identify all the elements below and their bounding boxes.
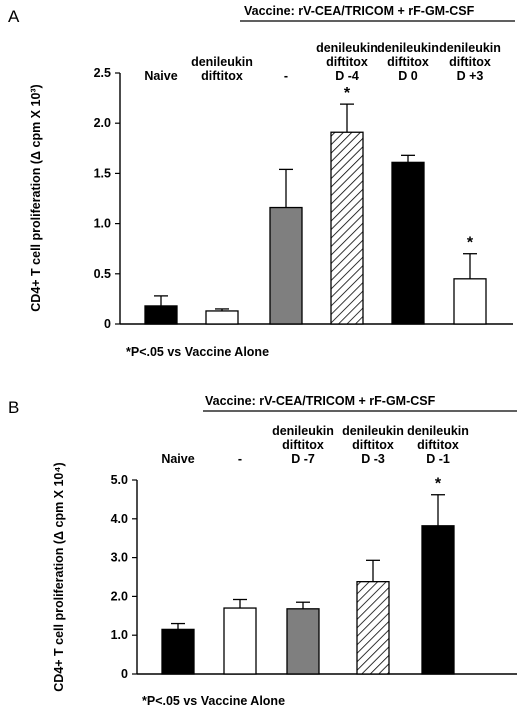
y-tick-label: 5.0 xyxy=(111,473,128,487)
y-tick-label: 1.5 xyxy=(94,166,111,180)
category-label: diftitox xyxy=(449,55,491,69)
y-tick-label: 2.5 xyxy=(94,66,111,80)
bar xyxy=(356,581,390,675)
bar xyxy=(391,161,425,325)
significance-star: * xyxy=(344,85,351,102)
y-tick-label: 0 xyxy=(104,317,111,331)
category-label: - xyxy=(238,452,242,466)
y-tick-label: 3.0 xyxy=(111,551,128,565)
y-tick-label: 0.5 xyxy=(94,267,111,281)
bar xyxy=(223,607,257,675)
category-label: D -3 xyxy=(361,452,385,466)
category-label: diftitox xyxy=(417,438,459,452)
footnote: *P<.05 vs Vaccine Alone xyxy=(142,694,285,708)
y-axis-label: CD4+ T cell proliferation (Δ cpm X 10³) xyxy=(29,84,43,311)
panel-label: A xyxy=(8,7,20,26)
y-axis-label: CD4+ T cell proliferation (Δ cpm X 10⁴) xyxy=(52,462,66,691)
category-label: D -4 xyxy=(335,69,359,83)
bar xyxy=(421,525,455,675)
y-tick-label: 2.0 xyxy=(94,116,111,130)
bar xyxy=(330,131,364,325)
category-label: denileukin xyxy=(191,55,253,69)
significance-star: * xyxy=(435,476,442,493)
category-label: denileukin xyxy=(377,41,439,55)
bar xyxy=(161,628,195,675)
significance-star: * xyxy=(467,235,474,252)
category-label: D +3 xyxy=(457,69,484,83)
category-label: diftitox xyxy=(201,69,243,83)
category-label: denileukin xyxy=(316,41,378,55)
category-label: Naive xyxy=(144,69,177,83)
category-label: denileukin xyxy=(439,41,501,55)
y-tick-label: 4.0 xyxy=(111,512,128,526)
bar xyxy=(269,206,303,325)
vaccine-header: Vaccine: rV-CEA/TRICOM + rF-GM-CSF xyxy=(205,394,436,408)
footnote: *P<.05 vs Vaccine Alone xyxy=(126,345,269,359)
category-label: denileukin xyxy=(272,424,334,438)
category-label: - xyxy=(284,69,288,83)
y-tick-label: 0 xyxy=(121,667,128,681)
y-tick-label: 2.0 xyxy=(111,589,128,603)
panel-b: B Vaccine: rV-CEA/TRICOM + rF-GM-CSF Naive… xyxy=(8,394,517,708)
vaccine-header: Vaccine: rV-CEA/TRICOM + rF-GM-CSF xyxy=(244,4,475,18)
category-label: denileukin xyxy=(407,424,469,438)
y-tick-label: 1.0 xyxy=(94,217,111,231)
panel-label: B xyxy=(8,398,19,417)
category-label: diftitox xyxy=(387,55,429,69)
y-tick-label: 1.0 xyxy=(111,628,128,642)
category-label: D -7 xyxy=(291,452,315,466)
category-label: D -1 xyxy=(426,452,450,466)
category-label: diftitox xyxy=(282,438,324,452)
category-label: diftitox xyxy=(352,438,394,452)
category-label: Naive xyxy=(161,452,194,466)
category-label: diftitox xyxy=(326,55,368,69)
bar xyxy=(286,608,320,675)
bar xyxy=(453,278,487,325)
panel-a: A Vaccine: rV-CEA/TRICOM + rF-GM-CSF Naive… xyxy=(8,4,515,359)
bar xyxy=(144,305,178,325)
bar xyxy=(205,310,239,325)
category-label: D 0 xyxy=(398,69,418,83)
category-label: denileukin xyxy=(342,424,404,438)
